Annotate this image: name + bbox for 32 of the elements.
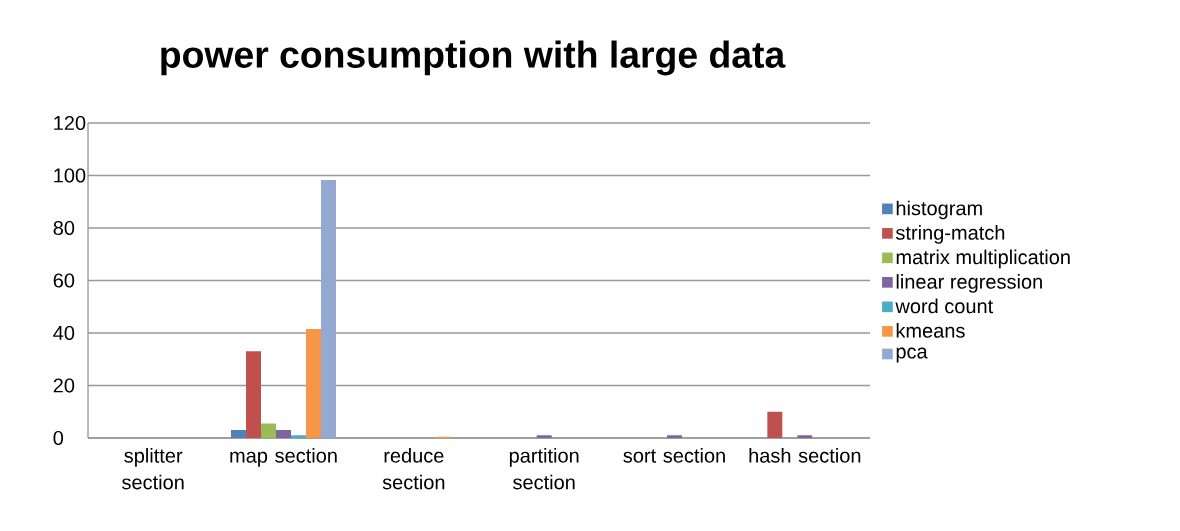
y-tick-label: 0 <box>53 430 64 446</box>
bar <box>261 423 277 438</box>
legend-label: kmeans <box>896 323 965 338</box>
legend-label: pca <box>896 347 928 363</box>
x-tick-label: partition section <box>509 448 579 490</box>
bar <box>246 351 262 438</box>
legend-label: matrix multiplication <box>896 249 1070 269</box>
y-tick-label: 120 <box>54 115 86 131</box>
bar <box>767 411 783 438</box>
bar <box>276 430 292 438</box>
x-tick-label: reduce section <box>382 448 445 490</box>
y-tick-label: 80 <box>53 220 75 236</box>
x-tick-label: sort section <box>623 448 725 463</box>
y-tick-label: 20 <box>53 378 75 393</box>
x-tick-label: hash section <box>749 448 861 463</box>
legend-label: word count <box>895 298 994 314</box>
bar <box>536 435 552 438</box>
legend-label: histogram <box>896 200 982 220</box>
bar <box>667 435 683 438</box>
bar <box>797 435 813 438</box>
x-tick-label: splitter section <box>122 448 184 490</box>
y-tick-label: 60 <box>53 273 75 288</box>
bar <box>291 435 307 438</box>
bar <box>321 179 337 438</box>
legend-label: linear regression <box>896 274 1042 293</box>
chart-title: power consumption with large data <box>161 40 786 76</box>
bar <box>306 329 322 438</box>
bar <box>231 430 247 438</box>
y-tick-label: 100 <box>54 168 86 183</box>
legend-label: string-match <box>895 225 1005 244</box>
y-tick-label: 40 <box>53 325 75 341</box>
x-tick-label: map section <box>230 448 337 467</box>
